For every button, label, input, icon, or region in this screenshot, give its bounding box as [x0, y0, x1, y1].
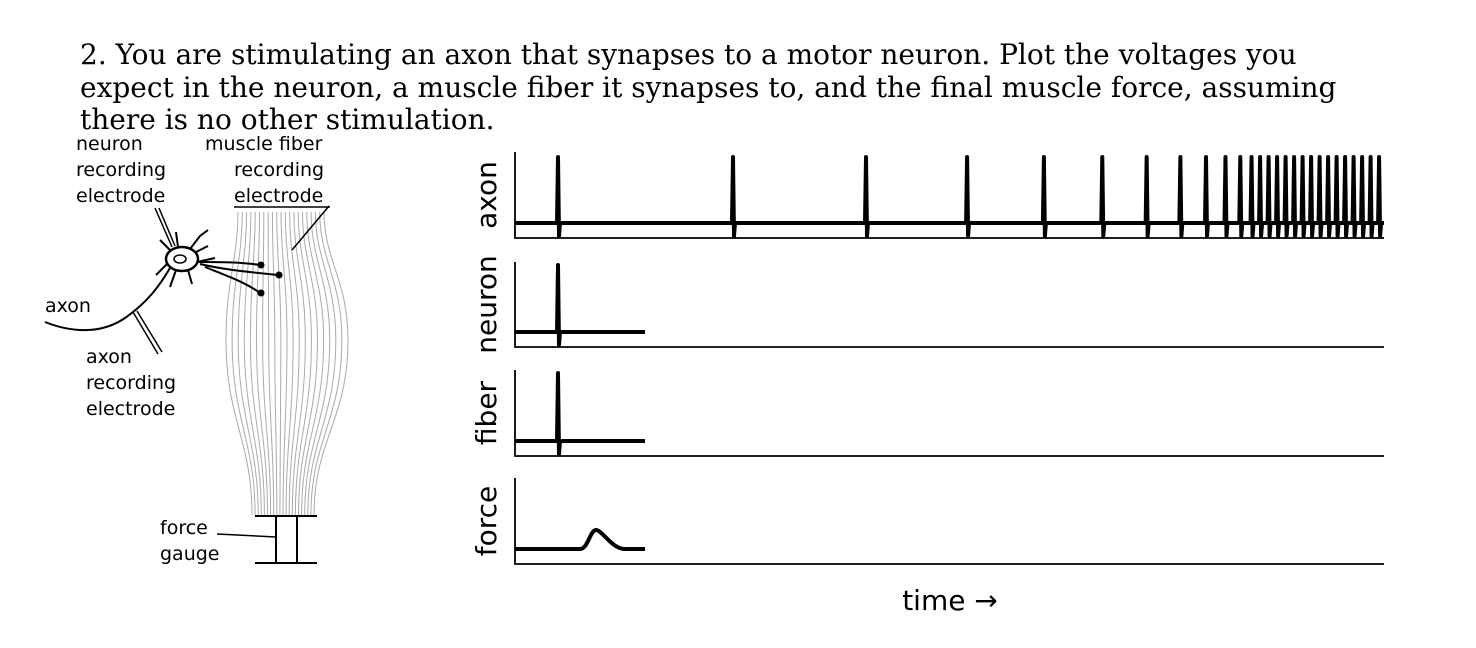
axis — [514, 370, 1384, 457]
question-line: 2. You are stimulating an axon that syna… — [80, 38, 1297, 71]
label: recording — [234, 159, 324, 181]
muscle-fiber — [225, 211, 253, 516]
muscle-fiber — [298, 211, 319, 516]
muscle-fiber — [276, 211, 282, 516]
question-line: there is no other stimulation. — [80, 103, 495, 136]
plots: axon neuron fiber force — [470, 152, 1384, 565]
label: axon — [86, 346, 132, 368]
muscle-fiber — [237, 211, 259, 516]
muscle-fiber — [271, 211, 278, 516]
panel-label: force — [470, 486, 503, 557]
axis — [514, 152, 1384, 239]
muscle-fiber — [301, 211, 325, 516]
question-line: expect in the neuron, a muscle fiber it … — [80, 71, 1337, 104]
label: force — [160, 517, 208, 539]
label: gauge — [160, 543, 220, 565]
muscle-fiber — [231, 211, 256, 516]
panel-label: fiber — [470, 380, 503, 445]
label: axon — [45, 295, 91, 317]
axis — [514, 478, 1384, 565]
muscle-fiber — [255, 211, 268, 516]
x-label: time → — [902, 584, 998, 617]
trace — [515, 528, 645, 551]
diagram-labels: neuron recording electrode muscle fiber … — [45, 133, 324, 565]
muscle-fiber — [262, 211, 272, 516]
muscle-fiber — [249, 211, 265, 516]
muscle-fiber — [304, 211, 331, 516]
trace — [515, 263, 645, 347]
question: 2. You are stimulating an axon that syna… — [80, 38, 1337, 136]
panel-label: axon — [470, 161, 503, 229]
trace — [515, 155, 1384, 238]
muscle-fiber — [284, 211, 294, 516]
label: neuron — [76, 133, 143, 155]
muscle-fiber — [310, 211, 343, 516]
muscle — [225, 211, 349, 516]
label: electrode — [76, 185, 165, 207]
muscle-fiber — [291, 211, 306, 516]
label: recording — [76, 159, 166, 181]
label: electrode — [86, 398, 175, 420]
axis — [514, 262, 1384, 348]
apparatus-dots — [257, 261, 283, 297]
panel-label: neuron — [470, 255, 503, 354]
muscle-fiber — [307, 211, 337, 516]
muscle-fiber — [243, 211, 262, 516]
muscle-fiber — [267, 211, 275, 516]
apparatus — [44, 205, 330, 564]
trace — [515, 371, 645, 456]
muscle-fiber — [288, 211, 300, 516]
label: recording — [86, 372, 176, 394]
muscle-fiber — [280, 211, 288, 516]
label: muscle fiber — [205, 133, 323, 155]
muscle-fiber — [294, 211, 312, 516]
label: electrode — [234, 185, 323, 207]
muscle-fiber — [313, 211, 349, 516]
